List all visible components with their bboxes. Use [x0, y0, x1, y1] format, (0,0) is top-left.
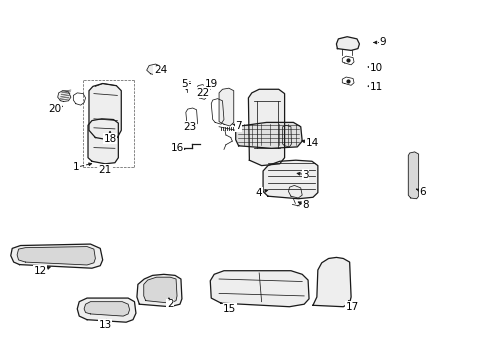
- Text: 4: 4: [255, 188, 262, 198]
- Polygon shape: [17, 247, 95, 265]
- Text: 1: 1: [72, 162, 79, 172]
- Polygon shape: [58, 91, 71, 102]
- Text: 11: 11: [369, 82, 383, 92]
- Polygon shape: [73, 93, 85, 105]
- Polygon shape: [336, 37, 359, 50]
- Text: 18: 18: [103, 134, 117, 144]
- Text: 8: 8: [302, 200, 308, 210]
- Text: 21: 21: [98, 165, 112, 175]
- Text: 22: 22: [196, 88, 209, 98]
- Text: 19: 19: [204, 78, 218, 89]
- Text: 7: 7: [235, 121, 242, 131]
- Polygon shape: [282, 125, 291, 147]
- Text: 24: 24: [153, 65, 167, 75]
- Polygon shape: [235, 122, 302, 148]
- Polygon shape: [11, 244, 102, 268]
- Polygon shape: [211, 99, 224, 124]
- Text: 14: 14: [305, 138, 318, 148]
- Polygon shape: [89, 84, 121, 140]
- Polygon shape: [196, 85, 207, 99]
- Text: 5: 5: [181, 78, 188, 89]
- Polygon shape: [185, 108, 197, 127]
- Text: 17: 17: [345, 302, 358, 312]
- Text: 3: 3: [302, 170, 308, 180]
- Polygon shape: [77, 298, 136, 322]
- Text: 13: 13: [98, 320, 112, 330]
- Text: 9: 9: [378, 37, 385, 48]
- Text: 10: 10: [369, 63, 382, 73]
- Polygon shape: [137, 274, 182, 307]
- Polygon shape: [407, 152, 418, 199]
- Polygon shape: [342, 77, 353, 85]
- Text: 16: 16: [170, 143, 183, 153]
- Polygon shape: [88, 119, 118, 164]
- Polygon shape: [143, 277, 177, 303]
- Text: 15: 15: [223, 304, 236, 314]
- Polygon shape: [263, 160, 317, 199]
- Text: 23: 23: [183, 122, 196, 132]
- Polygon shape: [210, 271, 308, 307]
- Text: 20: 20: [48, 104, 61, 114]
- Polygon shape: [146, 64, 163, 76]
- Polygon shape: [288, 185, 302, 198]
- Text: 12: 12: [33, 266, 47, 276]
- Polygon shape: [312, 257, 350, 307]
- Polygon shape: [84, 302, 129, 316]
- Text: 2: 2: [166, 299, 173, 309]
- Polygon shape: [219, 88, 233, 126]
- Polygon shape: [342, 56, 353, 65]
- Text: 6: 6: [419, 186, 426, 197]
- Polygon shape: [248, 89, 284, 166]
